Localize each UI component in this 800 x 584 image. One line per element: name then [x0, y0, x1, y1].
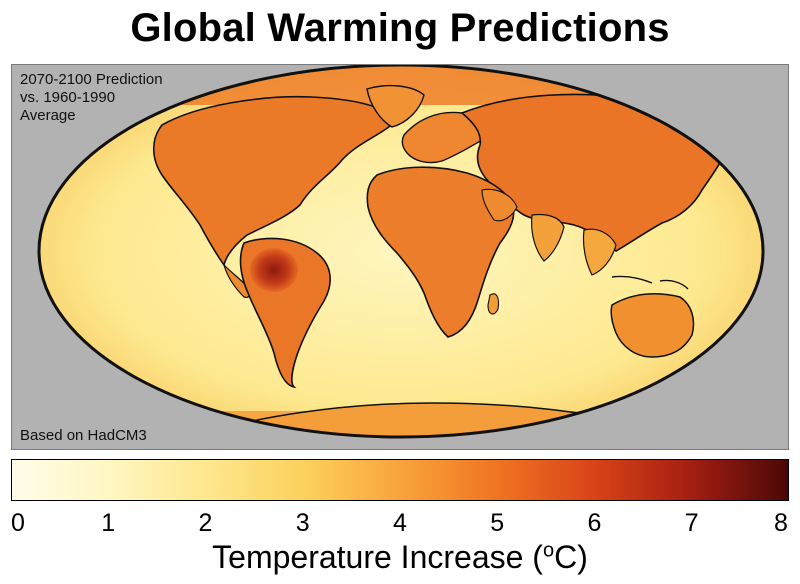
southeast-asia	[582, 228, 617, 276]
page-title: Global Warming Predictions	[130, 6, 670, 50]
tick-label-4: 4	[393, 509, 407, 537]
indonesia	[611, 275, 689, 290]
axis-label-prefix: Temperature Increase (	[212, 539, 543, 575]
colorbar-tick-labels: 0 1 2 3 4 5 6 7 8	[11, 509, 789, 537]
tick-label-7: 7	[684, 509, 699, 537]
africa	[366, 166, 515, 338]
colorbar-axis-label: Temperature Increase (oC)	[0, 539, 800, 576]
model-note: Based on HadCM3	[20, 427, 147, 444]
globe-outline	[37, 65, 765, 439]
world-map	[37, 65, 765, 439]
arabian-peninsula	[481, 188, 518, 222]
colorbar	[11, 459, 789, 501]
india	[531, 213, 565, 262]
europe	[401, 111, 486, 164]
tick-label-3: 3	[295, 509, 310, 537]
greenland	[366, 84, 425, 128]
tick-label-1: 1	[101, 509, 116, 537]
tick-label-0: 0	[11, 509, 25, 537]
axis-label-degree: o	[542, 539, 555, 562]
tick-label-5: 5	[490, 509, 505, 537]
tick-label-6: 6	[587, 509, 602, 537]
prediction-note: 2070-2100 Prediction vs. 1960-1990 Avera…	[20, 71, 163, 125]
prediction-note-line-2: vs. 1960-1990	[20, 89, 116, 106]
madagascar	[487, 293, 500, 315]
tick-label-2: 2	[198, 509, 213, 537]
tick-label-8: 8	[774, 509, 788, 537]
map-panel: 2070-2100 Prediction vs. 1960-1990 Avera…	[11, 64, 789, 450]
amazon-hotspot	[250, 248, 298, 292]
north-america	[152, 95, 399, 267]
new-zealand	[713, 343, 727, 362]
australia	[610, 292, 695, 358]
prediction-note-line-3: Average	[20, 107, 76, 124]
prediction-note-line-1: 2070-2100 Prediction	[20, 71, 163, 88]
axis-label-suffix: C)	[554, 539, 588, 575]
